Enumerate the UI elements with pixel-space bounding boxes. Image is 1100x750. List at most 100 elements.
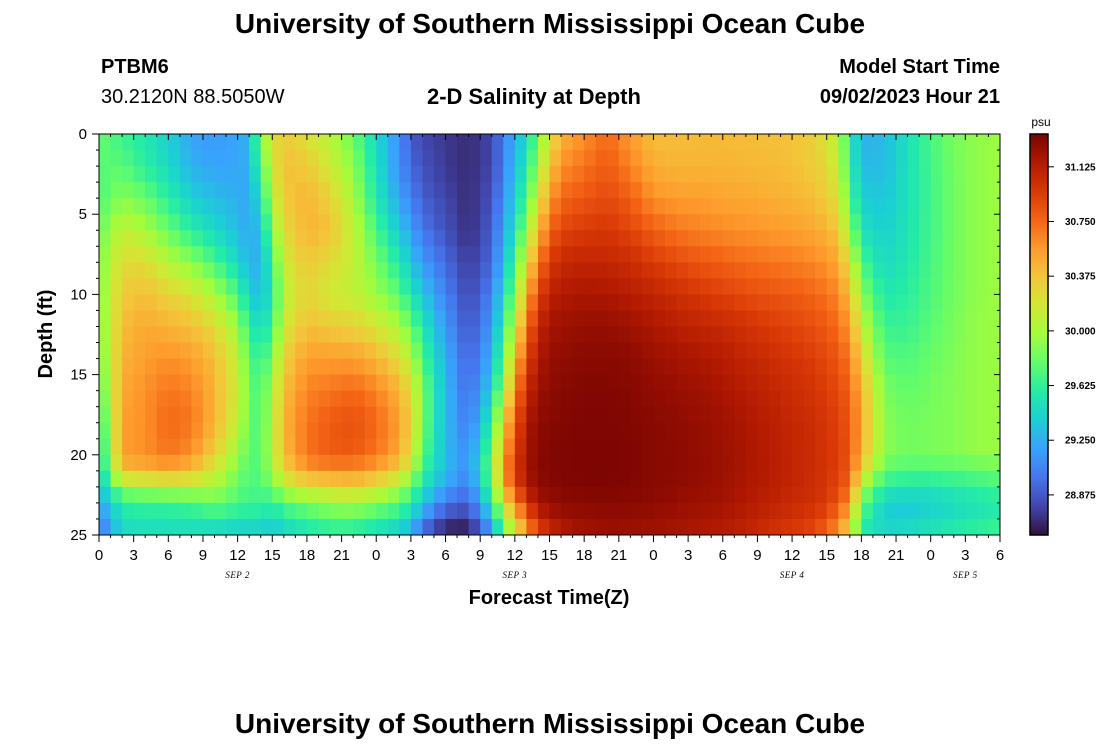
heatmap-cell	[283, 198, 296, 215]
heatmap-cell	[295, 294, 308, 312]
heatmap-cell	[376, 262, 389, 279]
heatmap-cell	[861, 134, 874, 151]
heatmap-cell	[907, 422, 920, 440]
heatmap-cell	[584, 214, 597, 231]
heatmap-cell	[919, 262, 932, 279]
heatmap-cell	[953, 390, 966, 408]
heatmap-cell	[202, 134, 216, 151]
heatmap-cell	[353, 390, 366, 408]
heatmap-cell	[537, 390, 551, 408]
heatmap-cell	[526, 294, 539, 312]
heatmap-cell	[122, 358, 135, 376]
heatmap-cell	[226, 182, 239, 199]
heatmap-cell	[445, 134, 458, 151]
heatmap-cell	[745, 374, 759, 392]
heatmap-cell	[861, 358, 874, 376]
heatmap-cell	[641, 246, 655, 263]
heatmap-cell	[283, 390, 296, 408]
heatmap-cell	[295, 374, 308, 392]
heatmap-cell	[907, 438, 920, 456]
heatmap-cell	[641, 262, 655, 279]
heatmap-cell	[953, 230, 966, 247]
heatmap-cell	[249, 390, 262, 408]
heatmap-cell	[722, 374, 735, 392]
heatmap-cell	[202, 470, 216, 488]
heatmap-cell	[260, 182, 273, 199]
heatmap-cell	[757, 134, 770, 151]
heatmap-cell	[249, 422, 262, 440]
heatmap-cell	[641, 470, 655, 488]
heatmap-cell	[792, 374, 805, 392]
heatmap-cell	[699, 230, 712, 247]
heatmap-cell	[387, 374, 400, 392]
heatmap-cell	[699, 374, 712, 392]
heatmap-cell	[237, 438, 250, 456]
heatmap-cell	[561, 294, 574, 312]
heatmap-cell	[641, 182, 655, 199]
heatmap-cell	[306, 374, 320, 392]
heatmap-cell	[353, 374, 366, 392]
heatmap-cell	[676, 134, 689, 151]
heatmap-cell	[549, 454, 562, 472]
heatmap-cell	[838, 182, 851, 199]
heatmap-cell	[745, 438, 759, 456]
heatmap-cell	[202, 406, 216, 424]
heatmap-cell	[249, 486, 262, 504]
heatmap-cell	[872, 326, 886, 344]
heatmap-cell	[410, 166, 424, 183]
heatmap-cell	[353, 486, 366, 504]
heatmap-cell	[826, 262, 839, 279]
heatmap-cell	[965, 246, 978, 263]
heatmap-cell	[976, 198, 990, 215]
heatmap-cell	[202, 198, 216, 215]
heatmap-cell	[965, 262, 978, 279]
heatmap-cell	[503, 518, 516, 535]
heatmap-cell	[179, 166, 193, 183]
heatmap-cell	[872, 294, 886, 312]
heatmap-cell	[792, 406, 805, 424]
heatmap-cell	[699, 246, 712, 263]
heatmap-cell	[422, 422, 435, 440]
heatmap-cell	[722, 438, 735, 456]
heatmap-cell	[202, 374, 216, 392]
heatmap-cell	[110, 134, 123, 151]
heatmap-cell	[861, 454, 874, 472]
heatmap-cell	[861, 262, 874, 279]
heatmap-cell	[907, 182, 920, 199]
heatmap-cell	[711, 454, 724, 472]
heatmap-cell	[514, 374, 527, 392]
heatmap-cell	[745, 182, 759, 199]
heatmap-cell	[110, 310, 123, 328]
heatmap-cell	[237, 246, 250, 263]
heatmap-cell	[965, 134, 978, 151]
colorbar-tick-label: 29.625	[1065, 381, 1096, 392]
heatmap-cell	[376, 502, 389, 520]
heatmap-cell	[191, 166, 204, 183]
heatmap-cell	[826, 230, 839, 247]
heatmap-cell	[306, 310, 320, 328]
heatmap-cell	[896, 166, 909, 183]
heatmap-cell	[514, 486, 527, 504]
heatmap-cell	[942, 454, 955, 472]
heatmap-cell	[133, 486, 146, 504]
heatmap-cell	[976, 262, 990, 279]
page-title-repeat: University of Southern Mississippi Ocean…	[234, 708, 866, 739]
heatmap-cell	[364, 454, 377, 472]
heatmap-cell	[526, 438, 539, 456]
heatmap-cell	[537, 150, 551, 167]
heatmap-cell	[376, 438, 389, 456]
heatmap-cell	[306, 294, 320, 312]
heatmap-cell	[330, 278, 343, 295]
heatmap-cell	[445, 310, 458, 328]
heatmap-cell	[237, 166, 250, 183]
heatmap-cell	[688, 294, 701, 312]
heatmap-cell	[318, 150, 331, 167]
heatmap-cell	[676, 294, 689, 312]
heatmap-cell	[976, 246, 990, 263]
heatmap-cell	[676, 470, 689, 488]
heatmap-cell	[826, 294, 839, 312]
heatmap-cell	[341, 342, 354, 360]
heatmap-cell	[191, 182, 204, 199]
heatmap-cell	[503, 294, 516, 312]
heatmap-cell	[907, 486, 920, 504]
